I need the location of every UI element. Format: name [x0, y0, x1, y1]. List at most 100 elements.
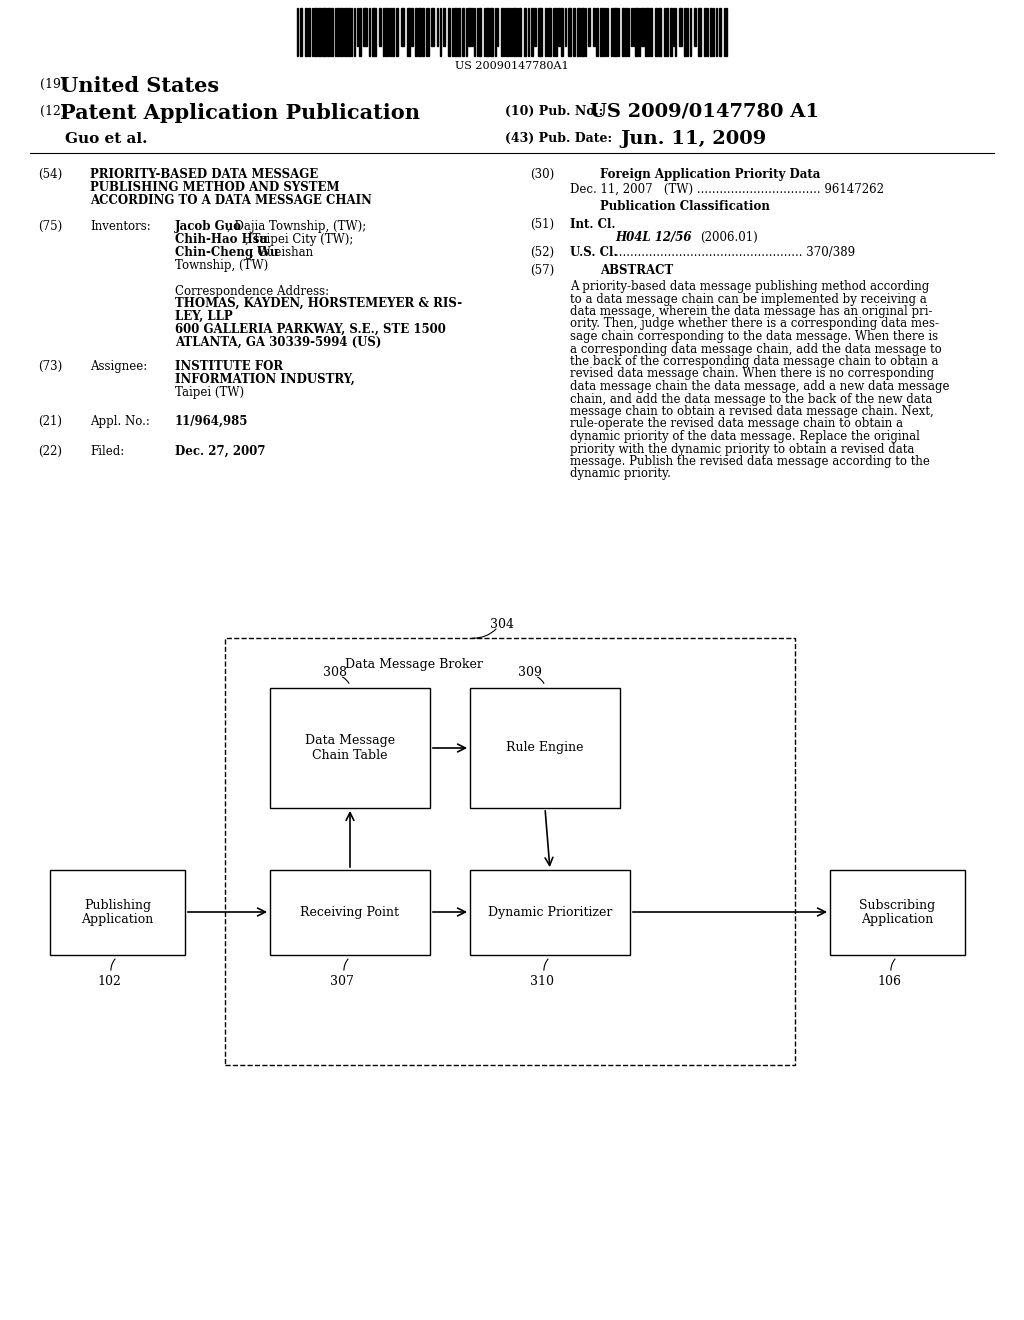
Text: Chin-Cheng Wu: Chin-Cheng Wu	[175, 246, 279, 259]
Bar	[684, 8, 686, 55]
Text: (21): (21)	[38, 414, 62, 428]
Bar	[418, 8, 421, 55]
Text: (75): (75)	[38, 220, 62, 234]
Text: Taipei (TW): Taipei (TW)	[175, 385, 244, 399]
Bar	[561, 8, 563, 55]
Text: Int. Cl.: Int. Cl.	[570, 218, 615, 231]
Text: THOMAS, KAYDEN, HORSTEMEYER & RIS-: THOMAS, KAYDEN, HORSTEMEYER & RIS-	[175, 297, 462, 310]
Bar	[340, 8, 342, 55]
Text: Publication Classification: Publication Classification	[600, 201, 770, 213]
Text: Rule Engine: Rule Engine	[506, 742, 584, 755]
Bar	[698, 8, 701, 55]
Text: US 2009/0147780 A1: US 2009/0147780 A1	[590, 103, 819, 121]
Bar	[479, 8, 481, 55]
Bar	[548, 8, 551, 55]
Text: Filed:: Filed:	[90, 445, 124, 458]
Bar	[568, 8, 571, 55]
Bar	[719, 8, 721, 55]
Bar	[359, 8, 361, 55]
Bar	[593, 8, 595, 46]
Text: (10) Pub. No.:: (10) Pub. No.:	[505, 106, 603, 117]
Text: ority. Then, judge whether there is a corresponding data mes-: ority. Then, judge whether there is a co…	[570, 318, 939, 330]
Text: Jun. 11, 2009: Jun. 11, 2009	[620, 129, 766, 148]
Text: Foreign Application Priority Data: Foreign Application Priority Data	[600, 168, 820, 181]
Text: 307: 307	[330, 975, 354, 987]
Text: revised data message chain. When there is no corresponding: revised data message chain. When there i…	[570, 367, 934, 380]
Text: dynamic priority.: dynamic priority.	[570, 467, 671, 480]
Text: 106: 106	[877, 975, 901, 987]
Bar	[655, 8, 657, 55]
Text: data message, wherein the data message has an original pri-: data message, wherein the data message h…	[570, 305, 933, 318]
Text: 309: 309	[518, 667, 542, 678]
Bar	[470, 688, 620, 808]
Bar	[415, 8, 417, 55]
Bar	[519, 8, 521, 55]
Bar	[470, 870, 630, 954]
Bar	[385, 8, 387, 55]
Text: Guo et al.: Guo et al.	[65, 132, 147, 147]
Bar	[396, 8, 398, 55]
Bar	[650, 8, 652, 55]
Bar	[300, 8, 302, 55]
Bar	[362, 8, 367, 46]
Bar	[348, 8, 350, 55]
Bar	[705, 8, 706, 55]
Bar	[513, 8, 516, 55]
Bar	[345, 8, 347, 55]
Bar	[458, 8, 460, 55]
Bar	[641, 8, 644, 46]
Text: , Taipei City (TW);: , Taipei City (TW);	[245, 234, 353, 246]
Bar	[613, 8, 617, 55]
Text: (57): (57)	[530, 264, 554, 277]
Bar	[524, 8, 526, 55]
Text: Assignee:: Assignee:	[90, 360, 147, 374]
Text: (52): (52)	[530, 246, 554, 259]
Bar	[322, 8, 326, 55]
Bar	[573, 8, 575, 55]
Text: Dec. 11, 2007   (TW) ................................. 96147262: Dec. 11, 2007 (TW) .....................…	[570, 183, 884, 195]
Bar	[318, 8, 321, 55]
Text: Patent Application Publication: Patent Application Publication	[60, 103, 420, 123]
Bar	[327, 8, 330, 55]
Text: , Dajia Township, (TW);: , Dajia Township, (TW);	[227, 220, 367, 234]
Bar	[506, 8, 508, 55]
Bar	[694, 8, 696, 46]
Bar	[710, 8, 712, 55]
Text: 310: 310	[530, 975, 554, 987]
Bar	[401, 8, 404, 46]
Text: message chain to obtain a revised data message chain. Next,: message chain to obtain a revised data m…	[570, 405, 934, 418]
Text: Dec. 27, 2007: Dec. 27, 2007	[175, 445, 265, 458]
Bar	[577, 8, 580, 55]
Text: Dynamic Prioritizer: Dynamic Prioritizer	[487, 906, 612, 919]
Text: (43) Pub. Date:: (43) Pub. Date:	[505, 132, 612, 145]
Bar	[679, 8, 682, 46]
Bar	[431, 8, 434, 46]
Text: dynamic priority of the data message. Replace the original: dynamic priority of the data message. Re…	[570, 430, 920, 444]
Bar	[558, 8, 560, 46]
Text: (54): (54)	[38, 168, 62, 181]
Bar	[331, 8, 333, 55]
Text: .................................................. 370/389: ........................................…	[615, 246, 855, 259]
Bar	[490, 8, 493, 55]
Bar	[392, 8, 394, 55]
Text: 600 GALLERIA PARKWAY, S.E., STE 1500: 600 GALLERIA PARKWAY, S.E., STE 1500	[175, 323, 445, 337]
Text: Publishing
Application: Publishing Application	[81, 899, 154, 927]
Bar	[372, 8, 376, 55]
Bar	[622, 8, 624, 55]
Text: PRIORITY-BASED DATA MESSAGE: PRIORITY-BASED DATA MESSAGE	[90, 168, 318, 181]
Text: H04L 12/56: H04L 12/56	[615, 231, 691, 244]
Text: Appl. No.:: Appl. No.:	[90, 414, 150, 428]
Text: sage chain corresponding to the data message. When there is: sage chain corresponding to the data mes…	[570, 330, 938, 343]
Bar	[581, 8, 584, 55]
Text: Jacob Guo: Jacob Guo	[175, 220, 242, 234]
Text: data message chain the data message, add a new data message: data message chain the data message, add…	[570, 380, 949, 393]
Text: message. Publish the revised data message according to the: message. Publish the revised data messag…	[570, 455, 930, 469]
Text: priority with the dynamic priority to obtain a revised data: priority with the dynamic priority to ob…	[570, 442, 914, 455]
Text: INSTITUTE FOR: INSTITUTE FOR	[175, 360, 283, 374]
Text: INFORMATION INDUSTRY,: INFORMATION INDUSTRY,	[175, 374, 354, 385]
Bar	[462, 8, 464, 55]
Text: PUBLISHING METHOD AND SYSTEM: PUBLISHING METHOD AND SYSTEM	[90, 181, 340, 194]
Bar	[407, 8, 410, 55]
Text: (2006.01): (2006.01)	[700, 231, 758, 244]
Text: ATLANTA, GA 30339-5994 (US): ATLANTA, GA 30339-5994 (US)	[175, 337, 381, 348]
